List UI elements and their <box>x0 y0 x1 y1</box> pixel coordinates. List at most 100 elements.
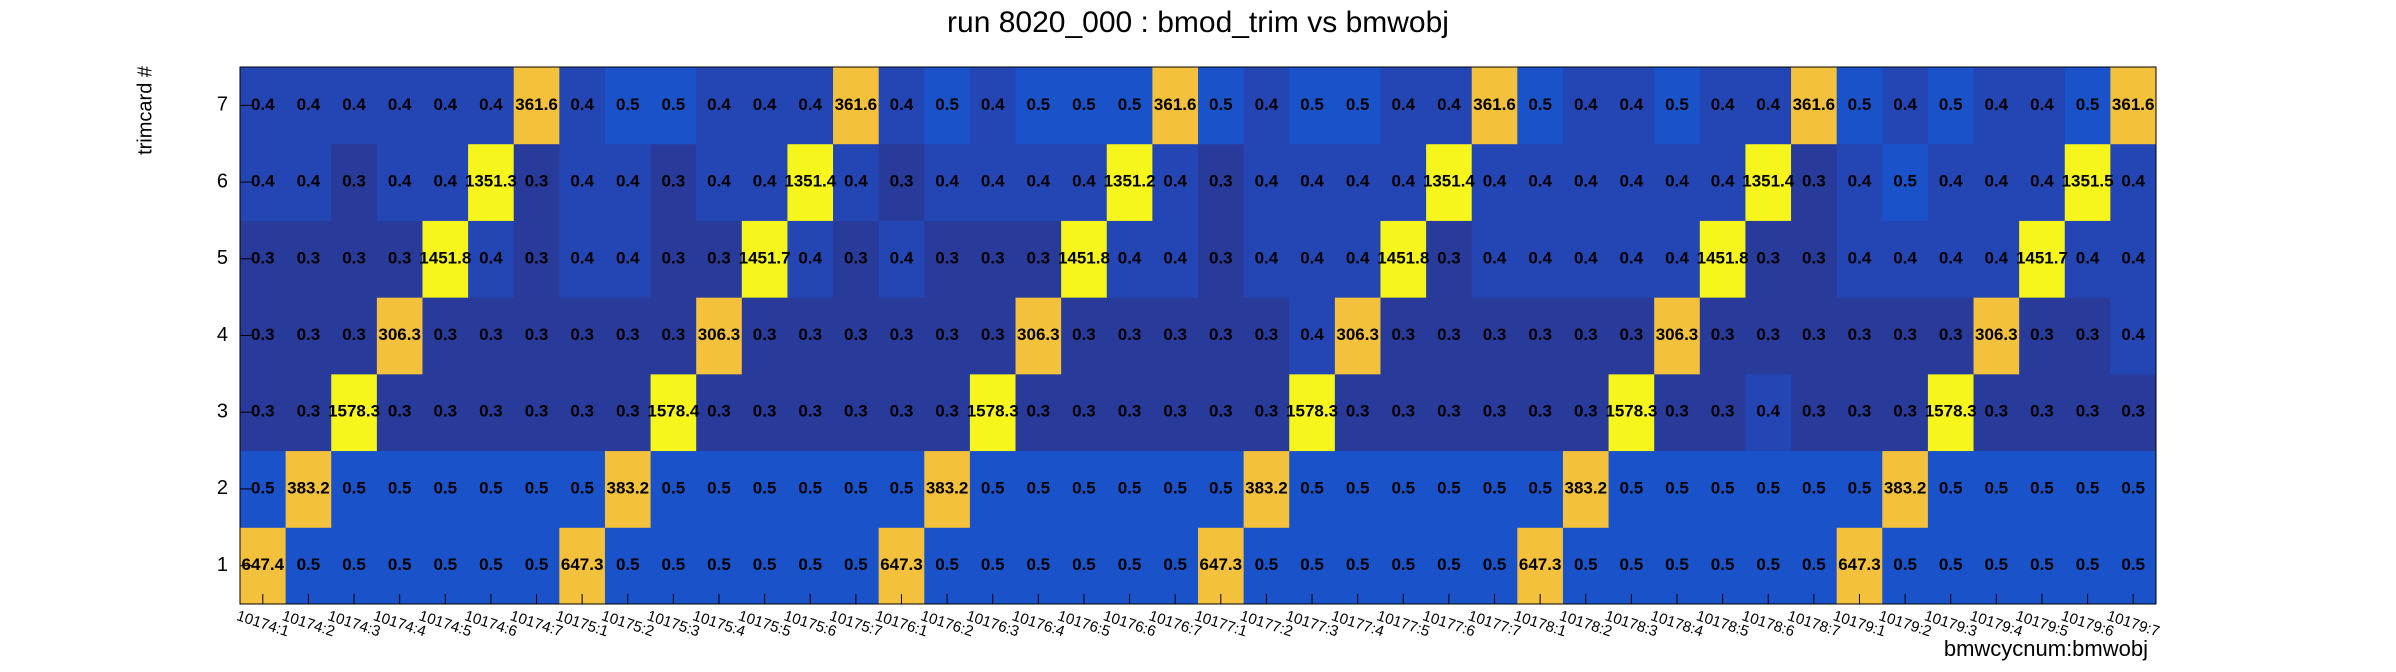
cell <box>1791 67 1838 145</box>
cell-label: 0.5 <box>1939 478 1963 497</box>
cell-label: 0.5 <box>798 555 822 574</box>
cell <box>1517 143 1564 221</box>
cell <box>1927 67 1975 145</box>
cell <box>787 67 834 145</box>
cell <box>787 297 834 375</box>
cell <box>1061 373 1108 452</box>
cell-label: 0.4 <box>479 248 503 267</box>
cell-label: 0.5 <box>1711 478 1735 497</box>
cell-label: 0.4 <box>844 172 868 191</box>
cell-label: 0.5 <box>1072 555 1096 574</box>
cell <box>331 67 378 145</box>
cell <box>833 143 880 221</box>
cell-label: 0.5 <box>251 478 275 497</box>
cell-label: 0.5 <box>1985 478 2009 497</box>
cell <box>1380 373 1427 452</box>
cell <box>741 143 788 221</box>
cell <box>1015 143 1062 221</box>
cell-label: 0.3 <box>1939 325 1963 344</box>
cell <box>422 67 469 145</box>
cell-label: 0.3 <box>662 325 686 344</box>
cell-label: 0.4 <box>1711 95 1735 114</box>
cell-label: 0.4 <box>1574 248 1598 267</box>
cell <box>1927 143 1975 221</box>
cell-label: 0.3 <box>1620 325 1644 344</box>
cell-label: 383.2 <box>1245 478 1288 497</box>
cell <box>2019 527 2066 605</box>
cell <box>2019 67 2066 145</box>
cell-label: 0.3 <box>662 248 686 267</box>
cell <box>285 527 332 605</box>
cell-label: 0.3 <box>935 402 959 421</box>
cell-label: 0.5 <box>388 478 412 497</box>
cell <box>559 373 606 452</box>
cell <box>1699 220 1746 298</box>
cell <box>1791 297 1838 375</box>
cell <box>1654 220 1701 298</box>
cell <box>604 220 652 298</box>
cell-label: 361.6 <box>515 95 558 114</box>
cell-label: 0.4 <box>297 95 321 114</box>
cell-label: 361.6 <box>1473 95 1516 114</box>
cell <box>1699 143 1746 221</box>
cell <box>2110 450 2157 528</box>
cell-label: 0.3 <box>798 402 822 421</box>
cell <box>1289 450 1336 528</box>
cell <box>1699 450 1746 528</box>
cell <box>1152 143 1199 221</box>
cell <box>1745 143 1792 221</box>
cell-label: 0.4 <box>2121 325 2145 344</box>
cell <box>513 143 560 221</box>
cell <box>1882 67 1929 145</box>
cell-label: 0.5 <box>616 95 640 114</box>
cell <box>376 527 423 605</box>
cell-label: 0.3 <box>525 402 549 421</box>
cell <box>878 143 925 221</box>
cell-label: 0.5 <box>1756 555 1780 574</box>
cell <box>1243 297 1290 375</box>
cell-label: 0.3 <box>570 325 594 344</box>
cell <box>1152 220 1199 298</box>
cell-label: 306.3 <box>698 325 741 344</box>
cell-label: 0.3 <box>890 172 914 191</box>
cell-label: 0.3 <box>753 325 777 344</box>
cell-label: 0.3 <box>1118 402 1142 421</box>
cell-label: 0.5 <box>1118 555 1142 574</box>
cell-label: 0.3 <box>1802 325 1826 344</box>
cell-label: 0.4 <box>1300 172 1324 191</box>
cell <box>650 297 697 375</box>
cell <box>1426 143 1473 221</box>
cell-label: 0.4 <box>1391 172 1415 191</box>
cell <box>787 143 834 221</box>
cell <box>741 527 788 605</box>
cell-label: 0.3 <box>1711 402 1735 421</box>
cell-label: 0.4 <box>1665 248 1689 267</box>
cell-label: 0.4 <box>707 95 731 114</box>
cell-label: 0.3 <box>342 172 366 191</box>
cell-label: 0.4 <box>570 95 594 114</box>
cell <box>513 67 560 145</box>
cell <box>924 373 971 452</box>
cell-label: 0.3 <box>1802 248 1826 267</box>
cell-label: 0.4 <box>1163 248 1187 267</box>
cell <box>559 67 606 145</box>
cell-label: 0.4 <box>1027 172 1051 191</box>
cell <box>604 527 652 605</box>
cell-label: 1578.3 <box>1925 402 1977 421</box>
cell <box>1426 373 1473 452</box>
cell-label: 0.4 <box>1939 172 1963 191</box>
cell <box>1882 220 1929 298</box>
cell-label: 0.5 <box>1346 95 1370 114</box>
cell-label: 0.5 <box>570 478 594 497</box>
cell-label: 0.3 <box>935 325 959 344</box>
cell-label: 0.3 <box>1209 325 1233 344</box>
cell-label: 1351.2 <box>1104 172 1156 191</box>
cell-label: 0.5 <box>2121 478 2145 497</box>
cell <box>1471 527 1518 605</box>
cell <box>1973 220 2020 298</box>
cell-label: 0.3 <box>525 172 549 191</box>
cell <box>1334 450 1381 528</box>
cell-label: 0.4 <box>1620 248 1644 267</box>
cell-label: 0.5 <box>753 555 777 574</box>
cell <box>1927 297 1975 375</box>
